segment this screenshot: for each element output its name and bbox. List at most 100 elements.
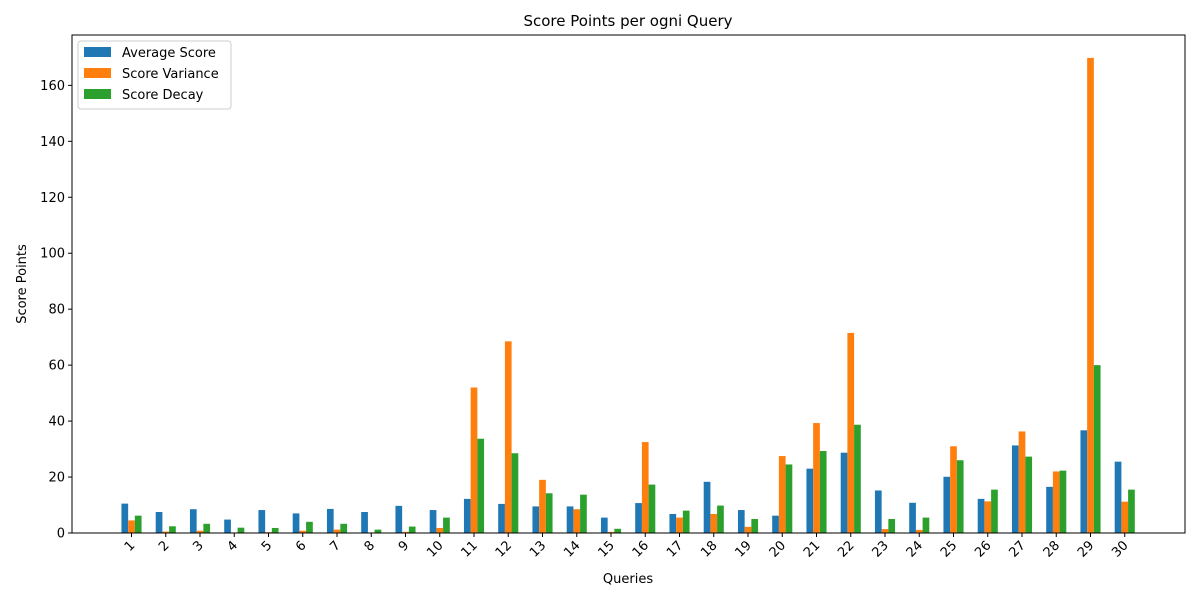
chart-title: Score Points per ogni Query [523, 12, 732, 30]
bar-score-variance-30 [1121, 501, 1129, 533]
bar-score-decay-22 [854, 424, 861, 533]
x-tick-label: 4 [225, 538, 241, 554]
x-tick-label: 22 [835, 538, 857, 560]
legend-label: Score Variance [122, 67, 219, 82]
bar-average-score-24 [909, 502, 916, 533]
bar-average-score-10 [429, 510, 437, 533]
bar-score-decay-8 [374, 529, 382, 533]
bar-score-variance-17 [676, 517, 683, 533]
x-tick-label: 9 [396, 538, 412, 554]
x-tick-label: 2 [156, 538, 172, 554]
bar-score-decay-15 [614, 528, 622, 533]
y-tick-label: 120 [40, 191, 65, 206]
bar-score-decay-20 [785, 464, 793, 533]
bar-score-variance-18 [710, 513, 718, 533]
x-tick-label: 8 [362, 538, 378, 554]
x-tick-label: 25 [938, 538, 960, 560]
bar-score-variance-10 [436, 527, 444, 533]
bar-score-decay-9 [408, 526, 416, 533]
bar-score-variance-21 [813, 423, 820, 533]
legend-label: Score Decay [122, 88, 204, 103]
bar-score-decay-5 [271, 527, 279, 533]
bar-score-variance-3 [196, 530, 204, 533]
x-tick-label: 13 [527, 538, 549, 560]
y-tick-label: 0 [57, 527, 65, 542]
legend: Average Score Score Variance Score Decay [77, 40, 232, 110]
bar-score-decay-3 [203, 523, 211, 533]
bar-score-decay-13 [545, 493, 553, 533]
bar-average-score-16 [635, 503, 642, 533]
bar-average-score-21 [806, 468, 814, 533]
bar-score-variance-22 [847, 332, 855, 533]
bar-score-decay-27 [1025, 456, 1033, 533]
bar-average-score-14 [566, 506, 574, 533]
bar-average-score-2 [155, 512, 163, 533]
y-tick-label: 100 [40, 247, 65, 262]
bar-average-score-17 [669, 513, 677, 533]
x-tick-label: 1 [122, 538, 138, 554]
bar-score-decay-23 [888, 519, 896, 533]
x-tick-label: 7 [327, 538, 343, 554]
bar-average-score-11 [463, 498, 471, 533]
bar-average-score-19 [737, 510, 745, 533]
legend-label: Average Score [122, 46, 216, 61]
bar-average-score-13 [532, 506, 540, 533]
bar-score-decay-14 [580, 494, 587, 533]
bars-group [121, 57, 1135, 533]
bar-score-variance-14 [573, 509, 581, 533]
bar-score-decay-2 [169, 526, 176, 533]
x-tick-label: 18 [698, 538, 720, 560]
bar-average-score-12 [498, 503, 505, 533]
bar-score-decay-18 [717, 505, 724, 533]
y-tick-label: 60 [48, 359, 65, 374]
bar-average-score-8 [361, 512, 368, 533]
y-axis-ticks: 0 20 40 60 80 100 120 140 160 [40, 79, 72, 542]
x-axis-ticks: 1 2 3 4 5 6 7 8 9 10 11 12 13 14 15 16 17 18 19 20 21 22 23 24 2… [122, 533, 1132, 561]
bar-score-variance-11 [470, 387, 478, 533]
bar-score-decay-21 [819, 451, 827, 533]
x-tick-label: 12 [493, 538, 515, 560]
x-tick-label: 29 [1075, 538, 1097, 560]
x-tick-label: 24 [904, 538, 926, 560]
bar-score-variance-13 [539, 479, 546, 533]
bar-score-decay-19 [751, 519, 759, 533]
bar-score-decay-1 [134, 515, 142, 533]
x-tick-label: 21 [801, 538, 823, 560]
legend-box [77, 40, 232, 110]
bar-score-variance-12 [504, 341, 512, 533]
legend-swatch-score-variance [84, 68, 111, 78]
x-tick-label: 20 [767, 538, 789, 560]
bar-score-decay-16 [648, 484, 656, 533]
x-tick-label: 28 [1041, 538, 1063, 560]
legend-swatch-score-decay [84, 89, 111, 99]
bar-score-variance-9 [402, 531, 409, 533]
x-tick-label: 14 [561, 538, 583, 560]
bar-score-variance-26 [984, 501, 992, 533]
bar-score-decay-7 [340, 523, 348, 533]
bar-average-score-26 [977, 498, 985, 533]
bar-average-score-22 [840, 452, 848, 533]
bar-score-decay-11 [477, 438, 485, 533]
bar-score-variance-2 [162, 531, 170, 533]
bar-score-variance-19 [744, 526, 752, 533]
legend-swatch-average-score [84, 47, 111, 57]
bar-average-score-23 [874, 490, 882, 533]
bar-score-variance-6 [299, 530, 307, 533]
bar-score-variance-1 [128, 520, 135, 533]
bar-average-score-5 [258, 510, 266, 533]
bar-score-decay-6 [306, 521, 313, 533]
y-tick-label: 160 [40, 79, 65, 94]
bar-score-decay-28 [1059, 470, 1067, 533]
y-tick-label: 40 [48, 415, 65, 430]
bar-score-variance-25 [950, 446, 957, 533]
bar-average-score-1 [121, 503, 129, 533]
y-tick-label: 80 [48, 303, 65, 318]
bar-score-decay-30 [1128, 489, 1135, 533]
bar-score-variance-27 [1018, 431, 1026, 533]
bar-average-score-6 [292, 513, 300, 533]
x-axis-title: Queries [603, 572, 653, 587]
bar-score-decay-10 [443, 517, 450, 533]
x-tick-label: 16 [630, 538, 652, 560]
bar-average-score-9 [395, 505, 403, 533]
